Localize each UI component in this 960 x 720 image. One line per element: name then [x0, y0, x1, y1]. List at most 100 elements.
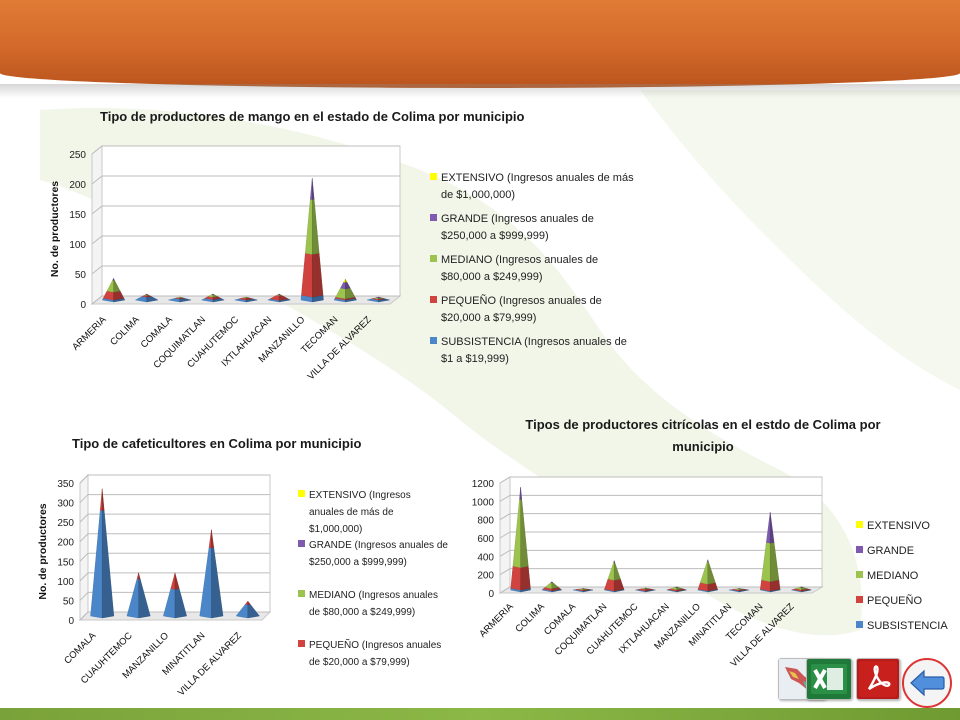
y-tick-label: 0	[68, 616, 74, 627]
bar-segment-shade	[614, 560, 616, 563]
gridline	[91, 205, 400, 215]
legend-item: PEQUEÑO (Ingresos anuales de $20,000 a $…	[430, 293, 640, 327]
chart3-title: Tipos de productores citrícolas en el es…	[525, 417, 881, 454]
bar-segment-shade	[770, 512, 775, 544]
legend-item: EXTENSIVO	[856, 518, 956, 535]
legend-label: SUBSISTENCIA	[867, 620, 948, 632]
excel-icon[interactable]	[806, 658, 852, 700]
header-banner	[0, 0, 960, 88]
y-tick-label: 300	[57, 499, 74, 510]
y-tick-label: 800	[477, 516, 494, 527]
bar-segment-shade	[801, 586, 804, 588]
y-tick-label: 100	[69, 240, 86, 251]
y-tick-label: 1200	[472, 479, 495, 490]
y-tick-label: 400	[477, 552, 494, 563]
y-tick-label: 250	[57, 518, 74, 529]
bar-segment-shade	[211, 529, 215, 549]
y-axis-label: No. de productores	[49, 181, 61, 277]
bar-segment-shade	[247, 600, 251, 605]
gridline	[91, 295, 400, 305]
chart2-title: Tipo de cafeticultores en Colima por mun…	[72, 436, 362, 451]
y-tick-label: 250	[69, 150, 86, 161]
bar-segment-shade	[245, 296, 249, 299]
legend-item: MEDIANO	[856, 568, 956, 585]
bar-segment-shade	[174, 572, 180, 590]
arrow-left-icon	[910, 669, 945, 697]
bar-segment-shade	[378, 296, 381, 299]
bar-segment-shade	[146, 293, 149, 296]
legend-swatch	[856, 546, 863, 553]
legend-label: PEQUEÑO (Ingresos anuales de $20,000 a $…	[441, 295, 602, 324]
legend-swatch	[298, 590, 305, 597]
bar-segment-shade	[278, 293, 281, 296]
legend-item: EXTENSIVO (Ingresos anuales de más de $1…	[430, 170, 640, 204]
legend-label: MEDIANO	[867, 570, 919, 582]
legend-item: GRANDE (Ingresos anuales de $250,000 a $…	[298, 537, 448, 571]
legend-label: EXTENSIVO (Ingresos anuales de más de $1…	[441, 172, 634, 201]
legend-label: EXTENSIVO	[867, 520, 930, 532]
gridline	[499, 476, 822, 484]
gridline	[499, 568, 822, 576]
bar-segment-shade	[676, 586, 679, 588]
legend-swatch	[298, 490, 305, 497]
y-tick-label: 0	[80, 300, 86, 311]
gridline	[79, 513, 270, 523]
y-tick-label: 50	[63, 596, 75, 607]
category-label: ARMERIA	[477, 601, 516, 640]
bar-segment	[760, 579, 771, 592]
legend-label: GRANDE (Ingresos anuales de $250,000 a $…	[309, 540, 448, 568]
legend-item: MEDIANO (Ingresos anuales de $80,000 a $…	[430, 252, 640, 286]
legend-swatch	[430, 255, 437, 262]
legend-label: MEDIANO (Ingresos anuales de $80,000 a $…	[309, 590, 438, 618]
y-tick-label: 100	[57, 577, 74, 588]
gridline	[91, 235, 400, 245]
legend-swatch	[430, 173, 437, 180]
bar-segment-shade	[179, 296, 183, 299]
legend-swatch	[298, 640, 305, 647]
gridline	[79, 474, 270, 484]
legend-label: PEQUEÑO (Ingresos anuales de $20,000 a $…	[309, 640, 442, 668]
gridline	[499, 549, 822, 557]
y-tick-label: 50	[75, 270, 87, 281]
gridline	[79, 533, 270, 543]
chart1-title: Tipo de productores de mango en el estad…	[100, 109, 525, 124]
bar-segment-shade	[345, 278, 348, 283]
y-tick-label: 200	[477, 571, 494, 582]
gridline	[499, 531, 822, 539]
bar-segment-shade	[770, 579, 781, 592]
legend-swatch	[298, 540, 305, 547]
legend-item: SUBSISTENCIA (Ingresos anuales de $1 a $…	[430, 334, 640, 368]
gridline	[499, 494, 822, 502]
y-tick-label: 200	[69, 180, 86, 191]
footer-bar	[0, 708, 960, 720]
gridline	[91, 175, 400, 185]
y-tick-label: 1000	[472, 497, 495, 508]
bar-segment-shade	[707, 559, 709, 562]
legend-label: PEQUEÑO	[867, 595, 923, 607]
legend-swatch	[430, 296, 437, 303]
legend-swatch	[856, 521, 863, 528]
gridline	[79, 494, 270, 503]
legend-swatch	[856, 596, 863, 603]
y-tick-label: 200	[57, 538, 74, 549]
legend-item: PEQUEÑO	[856, 593, 956, 610]
legend-label: EXTENSIVO (Ingresos anuales de más de $1…	[309, 490, 411, 535]
bar-segment-shade	[212, 293, 215, 296]
y-tick-label: 150	[57, 557, 74, 568]
pdf-icon[interactable]	[856, 658, 900, 700]
y-tick-label: 150	[69, 210, 86, 221]
bar-segment-shade	[520, 487, 522, 500]
back-arrow-button[interactable]	[902, 658, 952, 708]
legend-item: GRANDE	[856, 543, 956, 560]
gridline	[91, 145, 400, 155]
legend-label: MEDIANO (Ingresos anuales de $80,000 a $…	[441, 254, 599, 283]
legend-swatch	[856, 571, 863, 578]
legend-item: PEQUEÑO (Ingresos anuales de $20,000 a $…	[298, 637, 448, 671]
bar-segment-shade	[138, 572, 141, 580]
legend-swatch	[856, 621, 863, 628]
legend-label: GRANDE	[867, 545, 915, 557]
header-shadow	[0, 84, 960, 98]
bar-segment-shade	[551, 581, 554, 584]
